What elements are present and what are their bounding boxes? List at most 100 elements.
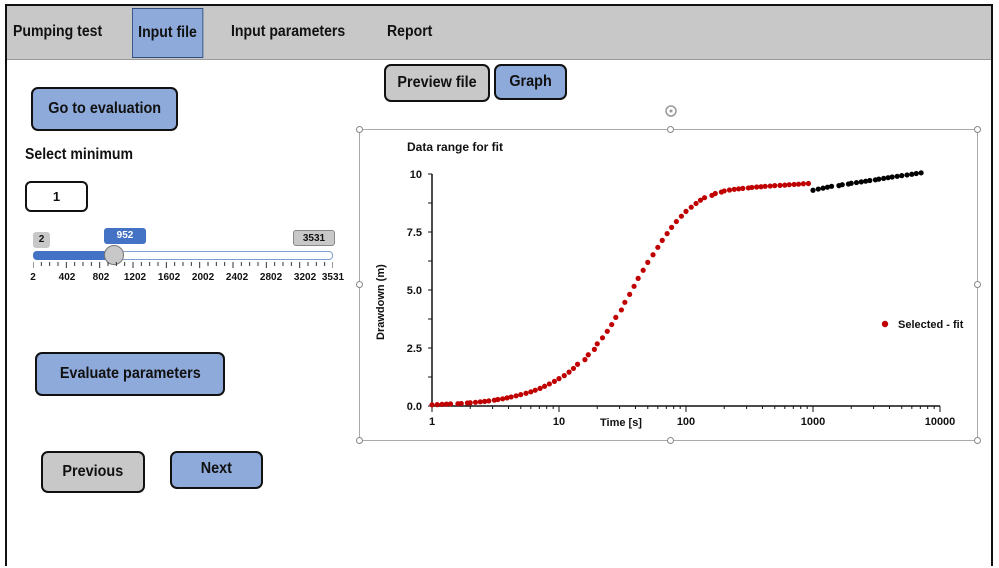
slider-tick-label: 2 <box>30 272 36 283</box>
slider-tick-label: 3202 <box>293 272 317 283</box>
next-button[interactable]: Next <box>170 451 263 489</box>
fit-data-point <box>824 184 831 190</box>
resize-handle-right[interactable] <box>974 281 981 288</box>
resize-handle-top[interactable] <box>667 126 674 133</box>
fit-data-point <box>848 180 854 186</box>
minimum-input[interactable]: 1 <box>25 181 88 212</box>
rotate-handle-icon[interactable] <box>664 104 678 118</box>
chart-title: Data range for fit <box>407 140 503 154</box>
selected-data-point <box>500 396 506 402</box>
chart-ylabel: Drawdown (m) <box>375 264 387 340</box>
tab-pumping-test[interactable]: Pumping test <box>13 23 103 40</box>
selected-data-point <box>447 401 454 407</box>
selected-data-point <box>635 275 641 281</box>
selected-data-point <box>609 321 615 328</box>
selected-data-point <box>683 208 689 214</box>
selected-data-point <box>772 183 778 189</box>
minimum-slider-thumb[interactable] <box>103 245 124 265</box>
selected-data-point <box>504 395 510 401</box>
fit-data-point <box>863 178 869 184</box>
resize-handle-top-left[interactable] <box>356 126 363 133</box>
y-tick-label: 5.0 <box>407 285 422 297</box>
y-tick-label: 0.0 <box>407 401 422 413</box>
selected-data-point <box>561 373 567 379</box>
selected-data-point <box>740 185 746 191</box>
selected-data-point <box>795 181 802 187</box>
selected-data-point <box>758 184 764 190</box>
y-tick-label: 10 <box>410 169 422 181</box>
selected-data-point <box>622 299 628 305</box>
selected-data-point <box>726 187 733 193</box>
selected-data-point <box>434 402 440 408</box>
previous-button[interactable]: Previous <box>41 451 145 493</box>
evaluate-parameters-button[interactable]: Evaluate parameters <box>35 352 225 396</box>
selected-data-point <box>749 184 755 191</box>
preview-file-button[interactable]: Preview file <box>384 64 490 102</box>
selected-data-point <box>570 365 577 372</box>
resize-handle-left[interactable] <box>356 281 363 288</box>
selected-data-point <box>645 259 651 265</box>
selected-data-point <box>805 180 812 187</box>
selected-data-point <box>655 244 661 250</box>
x-tick-label: 1000 <box>801 416 825 428</box>
tab-input-file[interactable]: Input file <box>132 8 203 58</box>
selected-data-point <box>721 188 727 194</box>
resize-handle-bottom-left[interactable] <box>356 437 363 444</box>
chart-xlabel: Time [s] <box>600 417 642 429</box>
selected-data-point <box>458 400 464 407</box>
selected-data-point <box>697 197 704 203</box>
fit-data-point <box>810 187 816 193</box>
slider-value-badge: 952 <box>104 228 146 244</box>
selected-data-point <box>518 392 524 398</box>
y-tick-label: 7.5 <box>407 227 422 239</box>
fit-data-point <box>885 175 891 181</box>
fit-data-point <box>899 173 905 179</box>
go-to-evaluation-button[interactable]: Go to evaluation <box>31 87 178 131</box>
selected-data-point <box>439 401 445 407</box>
x-tick-label: 1 <box>429 416 435 428</box>
selected-data-point <box>659 237 665 243</box>
slider-tick-label: 402 <box>58 272 76 283</box>
selected-data-point <box>791 181 797 188</box>
resize-handle-bottom[interactable] <box>667 437 674 444</box>
selected-data-point <box>594 341 600 347</box>
selected-data-point <box>532 387 538 393</box>
selected-data-point <box>627 291 633 298</box>
slider-tick-label: 2802 <box>259 272 283 283</box>
selected-data-point <box>668 224 675 230</box>
selected-data-point <box>566 369 572 375</box>
x-tick-label: 10000 <box>925 416 956 428</box>
slider-tick-label: 1602 <box>157 272 181 283</box>
selected-data-point <box>767 183 773 189</box>
selected-data-point <box>582 357 588 363</box>
selected-data-point <box>599 335 606 341</box>
selected-data-point <box>640 267 646 273</box>
selected-data-point <box>482 398 488 404</box>
resize-handle-top-right[interactable] <box>974 126 981 133</box>
selected-data-point <box>537 385 543 391</box>
selected-data-point <box>731 186 737 192</box>
selected-data-point <box>523 390 529 396</box>
fit-data-point <box>820 185 826 191</box>
selected-data-point <box>472 399 479 405</box>
fit-data-point <box>909 171 915 177</box>
fit-data-point <box>828 183 835 189</box>
graph-button[interactable]: Graph <box>494 64 567 100</box>
legend-marker <box>881 320 889 328</box>
selected-data-point <box>591 346 598 352</box>
resize-handle-bottom-right[interactable] <box>974 437 981 444</box>
selected-data-point <box>736 186 742 192</box>
selected-data-point <box>631 283 637 289</box>
selected-data-point <box>786 182 792 188</box>
y-tick-label: 2.5 <box>407 343 422 355</box>
menu-bar: Pumping test Input file Input parameters… <box>7 6 991 60</box>
fit-data-point <box>815 186 821 192</box>
selected-data-point <box>604 328 610 334</box>
selected-data-point <box>495 396 501 403</box>
selected-data-point <box>754 184 760 190</box>
slider-min-badge: 2 <box>33 232 50 248</box>
selected-data-point <box>443 401 450 407</box>
selected-data-point <box>762 183 768 189</box>
tab-report[interactable]: Report <box>387 23 433 40</box>
tab-input-parameters[interactable]: Input parameters <box>231 23 346 40</box>
